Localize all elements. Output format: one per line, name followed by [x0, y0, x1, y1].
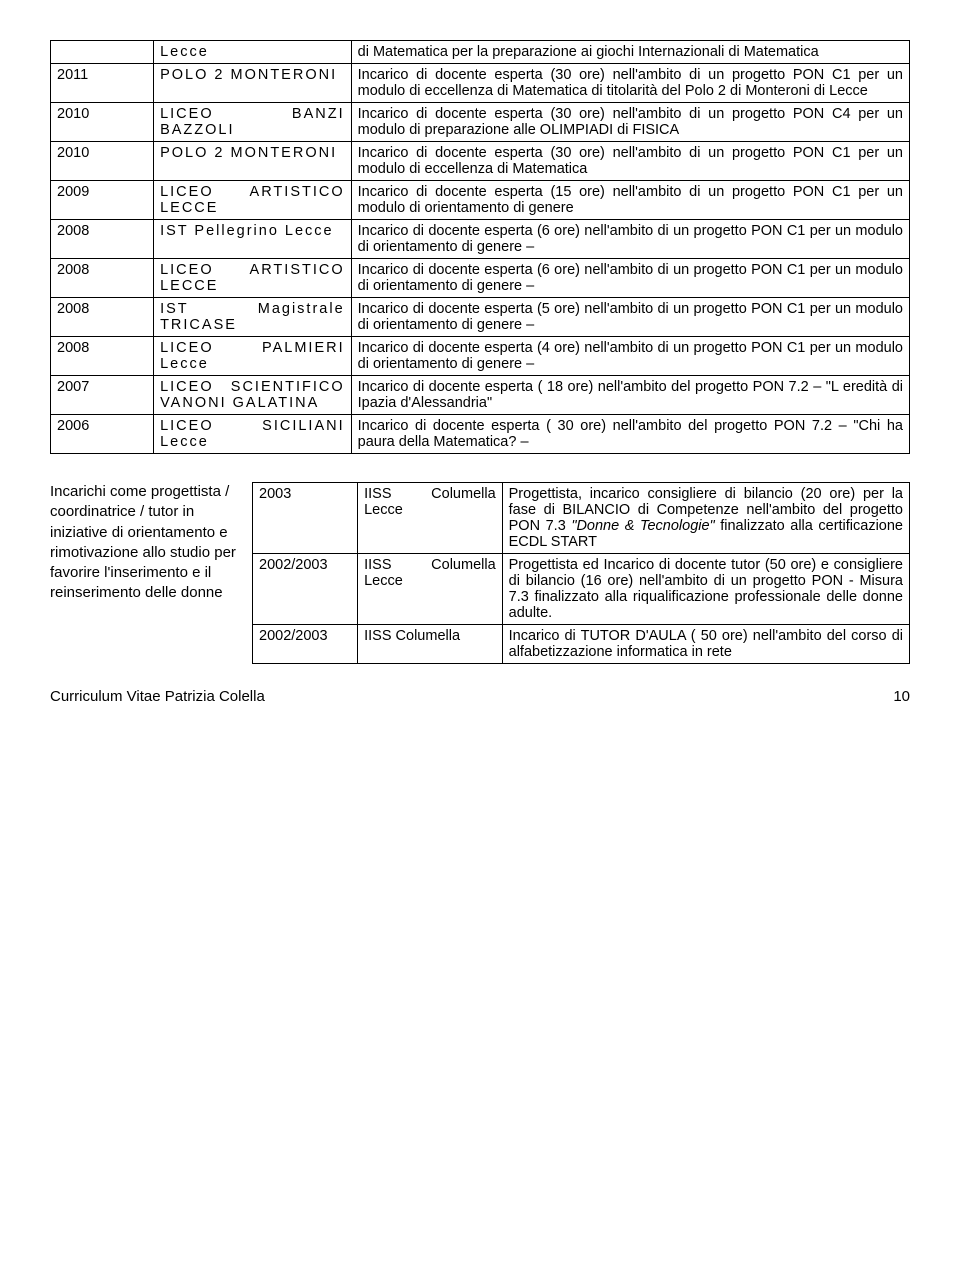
- table-row: 2002/2003IISS Columella LecceProgettista…: [253, 554, 910, 625]
- table-row: 2008LICEO ARTISTICO LECCEIncarico di doc…: [51, 259, 910, 298]
- description-cell: Incarico di docente esperta (4 ore) nell…: [351, 337, 909, 376]
- institution-cell: IST Pellegrino Lecce: [154, 220, 352, 259]
- description-cell: di Matematica per la preparazione ai gio…: [351, 41, 909, 64]
- year-cell: 2002/2003: [253, 554, 358, 625]
- table-row: 2006LICEO SICILIANI LecceIncarico di doc…: [51, 415, 910, 454]
- footer-page: 10: [893, 688, 910, 705]
- side-label: Incarichi come progettista / coordinatri…: [50, 482, 252, 664]
- year-cell: 2003: [253, 483, 358, 554]
- lower-section: Incarichi come progettista / coordinatri…: [50, 482, 910, 664]
- year-cell: 2008: [51, 337, 154, 376]
- description-cell: Incarico di docente esperta ( 30 ore) ne…: [351, 415, 909, 454]
- institution-cell: POLO 2 MONTERONI: [154, 142, 352, 181]
- description-cell: Incarico di docente esperta (5 ore) nell…: [351, 298, 909, 337]
- description-cell: Incarico di docente esperta (6 ore) nell…: [351, 259, 909, 298]
- description-cell: Progettista, incarico consigliere di bil…: [502, 483, 909, 554]
- institution-cell: POLO 2 MONTERONI: [154, 64, 352, 103]
- table-row: 2010LICEO BANZI BAZZOLIIncarico di docen…: [51, 103, 910, 142]
- institution-cell: IISS Columella Lecce: [358, 483, 503, 554]
- table-row: 2008IST Magistrale TRICASEIncarico di do…: [51, 298, 910, 337]
- institution-cell: LICEO BANZI BAZZOLI: [154, 103, 352, 142]
- description-cell: Incarico di docente esperta (30 ore) nel…: [351, 64, 909, 103]
- description-cell: Incarico di docente esperta ( 18 ore) ne…: [351, 376, 909, 415]
- table-row: 2008LICEO PALMIERI LecceIncarico di doce…: [51, 337, 910, 376]
- table-row: 2003IISS Columella LecceProgettista, inc…: [253, 483, 910, 554]
- year-cell: 2006: [51, 415, 154, 454]
- year-cell: 2010: [51, 103, 154, 142]
- institution-cell: Lecce: [154, 41, 352, 64]
- description-cell: Incarico di docente esperta (6 ore) nell…: [351, 220, 909, 259]
- year-cell: 2007: [51, 376, 154, 415]
- institution-cell: LICEO PALMIERI Lecce: [154, 337, 352, 376]
- institution-cell: LICEO ARTISTICO LECCE: [154, 181, 352, 220]
- year-cell: [51, 41, 154, 64]
- description-cell: Progettista ed Incarico di docente tutor…: [502, 554, 909, 625]
- description-cell: Incarico di docente esperta (15 ore) nel…: [351, 181, 909, 220]
- description-cell: Incarico di docente esperta (30 ore) nel…: [351, 103, 909, 142]
- page-footer: Curriculum Vitae Patrizia Colella 10: [50, 688, 910, 705]
- year-cell: 2008: [51, 259, 154, 298]
- institution-cell: LICEO SICILIANI Lecce: [154, 415, 352, 454]
- year-cell: 2009: [51, 181, 154, 220]
- table-row: Leccedi Matematica per la preparazione a…: [51, 41, 910, 64]
- table-row: 2008IST Pellegrino LecceIncarico di doce…: [51, 220, 910, 259]
- institution-cell: IST Magistrale TRICASE: [154, 298, 352, 337]
- table-row: 2011POLO 2 MONTERONIIncarico di docente …: [51, 64, 910, 103]
- table-row: 2007LICEO SCIENTIFICO VANONI GALATINAInc…: [51, 376, 910, 415]
- footer-left: Curriculum Vitae Patrizia Colella: [50, 688, 265, 705]
- year-cell: 2008: [51, 298, 154, 337]
- description-cell: Incarico di TUTOR D'AULA ( 50 ore) nell'…: [502, 625, 909, 664]
- table-row: 2002/2003IISS ColumellaIncarico di TUTOR…: [253, 625, 910, 664]
- main-table: Leccedi Matematica per la preparazione a…: [50, 40, 910, 454]
- table-row: 2009LICEO ARTISTICO LECCEIncarico di doc…: [51, 181, 910, 220]
- institution-cell: IISS Columella: [358, 625, 503, 664]
- year-cell: 2010: [51, 142, 154, 181]
- institution-cell: LICEO ARTISTICO LECCE: [154, 259, 352, 298]
- institution-cell: LICEO SCIENTIFICO VANONI GALATINA: [154, 376, 352, 415]
- description-cell: Incarico di docente esperta (30 ore) nel…: [351, 142, 909, 181]
- year-cell: 2008: [51, 220, 154, 259]
- table-row: 2010POLO 2 MONTERONIIncarico di docente …: [51, 142, 910, 181]
- lower-table: 2003IISS Columella LecceProgettista, inc…: [252, 482, 910, 664]
- year-cell: 2002/2003: [253, 625, 358, 664]
- institution-cell: IISS Columella Lecce: [358, 554, 503, 625]
- year-cell: 2011: [51, 64, 154, 103]
